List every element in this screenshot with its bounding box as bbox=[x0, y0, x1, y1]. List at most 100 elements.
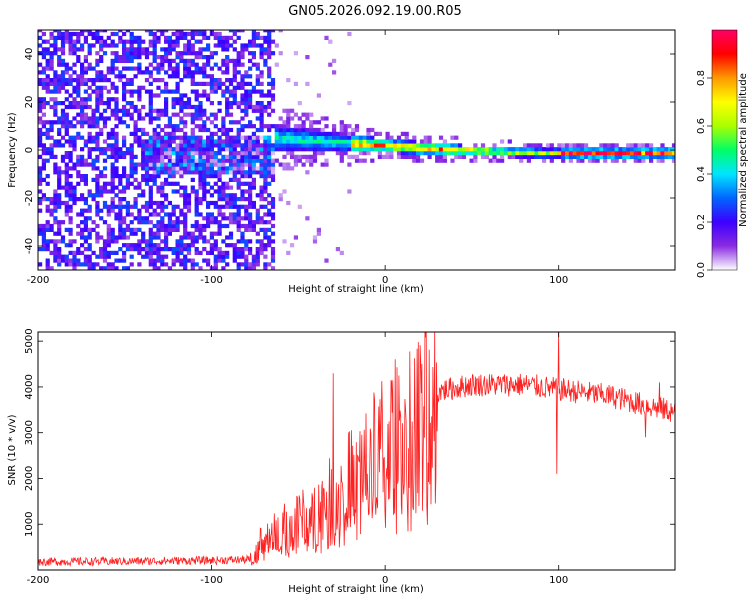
spectrogram-cell bbox=[221, 131, 226, 136]
spectrogram-cell bbox=[217, 185, 222, 190]
spectrogram-cell bbox=[91, 262, 96, 267]
spectrogram-cell bbox=[60, 116, 66, 121]
spectrogram-cell bbox=[232, 170, 237, 175]
spectrogram-cell bbox=[144, 216, 150, 221]
spectrogram-cell bbox=[496, 158, 501, 163]
spectrogram-cell bbox=[297, 154, 302, 159]
spectrogram-cell bbox=[45, 174, 50, 179]
spectrogram-cell bbox=[217, 143, 222, 148]
spectrogram-cell bbox=[671, 151, 675, 156]
spectrogram-cell bbox=[68, 139, 73, 144]
spectrogram-cell bbox=[385, 143, 390, 148]
spectrogram-cell bbox=[339, 127, 344, 133]
spectrogram-cell bbox=[454, 151, 459, 156]
spectrogram-cell bbox=[232, 47, 237, 52]
spectrogram-cell bbox=[125, 266, 130, 270]
spectrogram-cell bbox=[68, 166, 73, 171]
spectrogram-cell bbox=[232, 193, 237, 198]
spectrogram-cell bbox=[83, 220, 88, 225]
spectrogram-cell bbox=[194, 124, 199, 129]
spectrogram-cell bbox=[95, 254, 100, 259]
spectrogram-cell bbox=[156, 220, 161, 225]
spectrogram-cell bbox=[202, 239, 207, 244]
spectrogram-cell bbox=[366, 135, 371, 140]
spectrogram-cell bbox=[45, 47, 50, 52]
spectrogram-cell bbox=[68, 124, 73, 129]
spectrogram-cell bbox=[267, 89, 272, 94]
spectrogram-cell bbox=[110, 239, 115, 244]
spectrogram-cell bbox=[45, 220, 50, 225]
spectrogram-cell bbox=[148, 97, 153, 102]
spectrogram-cell bbox=[255, 31, 260, 37]
spectrogram-cell bbox=[160, 208, 165, 213]
spectrogram-cell bbox=[83, 89, 88, 94]
spectrogram-cell bbox=[202, 185, 207, 190]
spectrogram-cell bbox=[60, 47, 66, 52]
spectrogram-cell bbox=[270, 254, 276, 259]
colorbar-tick-label: 0.0 bbox=[696, 262, 707, 278]
spectrogram-cell bbox=[106, 227, 111, 232]
spectrogram-cell bbox=[385, 131, 390, 136]
spectrogram-cell bbox=[41, 66, 46, 71]
spectrogram-cell bbox=[183, 231, 188, 236]
spectrogram-cell bbox=[202, 189, 207, 194]
spectrogram-cell bbox=[240, 262, 245, 267]
spectrogram-cell bbox=[255, 35, 260, 40]
spectrogram-cell bbox=[133, 247, 138, 252]
spectrogram-cell bbox=[102, 250, 108, 255]
spectrogram-cell bbox=[610, 154, 615, 159]
spectrogram-cell bbox=[137, 85, 142, 90]
spectrogram-cell bbox=[549, 147, 554, 152]
spectrogram-cell bbox=[49, 154, 54, 159]
spectrogram-cell bbox=[133, 131, 138, 136]
spectrogram-cell bbox=[99, 247, 104, 252]
spectrogram-cell bbox=[95, 231, 100, 236]
spectrogram-cell bbox=[76, 78, 81, 83]
spectrogram-cell bbox=[255, 193, 260, 198]
spectrogram-cell bbox=[49, 151, 54, 156]
spectrogram-cell bbox=[259, 47, 264, 52]
spectrogram-cell bbox=[206, 162, 211, 167]
spectrogram-cell bbox=[278, 30, 283, 33]
spectrogram-cell bbox=[49, 51, 54, 56]
spectrogram-cell bbox=[179, 262, 184, 267]
spectrogram-cell bbox=[427, 135, 432, 140]
spectrogram-cell bbox=[209, 85, 214, 90]
spectrogram-cell bbox=[251, 181, 256, 186]
spectrogram-cell bbox=[416, 143, 421, 148]
spectrogram-cell bbox=[87, 78, 92, 83]
spectrogram-cell bbox=[102, 43, 108, 48]
spectrogram-cell bbox=[167, 266, 172, 270]
spectrogram-cell bbox=[209, 158, 214, 163]
spectrogram-cell bbox=[152, 235, 157, 240]
spectrogram-cell bbox=[312, 131, 318, 136]
spectrogram-cell bbox=[244, 74, 249, 79]
spectrogram-cell bbox=[274, 147, 279, 152]
spectrogram-cell bbox=[137, 220, 142, 225]
spectrogram-cell bbox=[148, 262, 153, 267]
spectrogram-cell bbox=[202, 154, 207, 159]
spectrogram-cell bbox=[190, 189, 195, 194]
spectrogram-cell bbox=[251, 30, 256, 33]
spectrogram-cell bbox=[538, 151, 543, 156]
spectrogram-cell bbox=[95, 93, 100, 98]
spectrogram-cell bbox=[171, 166, 176, 171]
spectrogram-cell bbox=[156, 143, 161, 148]
spectrogram-cell bbox=[503, 147, 509, 152]
spectrogram-cell bbox=[164, 51, 169, 56]
spectrogram-cell bbox=[270, 223, 276, 229]
spectrogram-cell bbox=[202, 89, 207, 94]
spectrogram-cell bbox=[293, 162, 298, 167]
spectrogram-cell bbox=[91, 135, 96, 140]
spectrogram-cell bbox=[270, 108, 276, 113]
spectrogram-cell bbox=[267, 262, 272, 267]
spectrogram-cell bbox=[354, 158, 360, 163]
spectrogram-cell bbox=[45, 85, 50, 90]
spectrogram-cell bbox=[240, 143, 245, 148]
spectrogram-cell bbox=[286, 116, 291, 121]
spectrogram-cell bbox=[240, 81, 245, 86]
spectrogram-cell bbox=[186, 204, 192, 209]
spectrogram-cell bbox=[255, 262, 260, 267]
spectrogram-cell bbox=[248, 89, 253, 94]
spectrogram-cell bbox=[102, 120, 108, 125]
